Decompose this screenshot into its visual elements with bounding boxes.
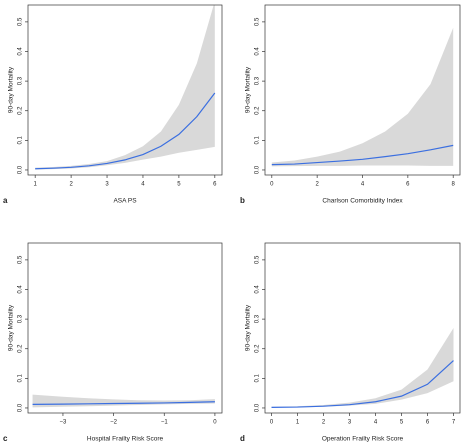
x-tick-label: 4 xyxy=(361,182,365,188)
x-tick-label: 6 xyxy=(406,182,410,188)
x-tick-label: 0 xyxy=(213,420,217,426)
confidence-band xyxy=(32,394,215,408)
y-tick-label: 0.2 xyxy=(18,106,24,115)
x-tick-label: 2 xyxy=(322,420,326,426)
line xyxy=(271,144,454,166)
x-tick-label: 5 xyxy=(400,420,404,426)
y-axis-label: 90-day Mortality xyxy=(8,66,15,113)
x-axis-label: Operation Frailty Risk Score xyxy=(322,436,404,443)
x-axis-label: ASA PS xyxy=(113,198,137,205)
y-tick-label: 0.2 xyxy=(255,344,261,353)
y-tick-label: 0.5 xyxy=(255,255,261,264)
y-tick-label: 0.4 xyxy=(255,47,261,56)
y-tick-label: 0.0 xyxy=(255,165,261,174)
y-axis-label: 90-day Mortality xyxy=(245,66,252,113)
panel-label: c xyxy=(3,434,8,443)
plot-area xyxy=(271,328,454,408)
x-tick-label: 0 xyxy=(270,182,274,188)
x-tick-label: 2 xyxy=(69,182,73,188)
y-tick-label: 0.1 xyxy=(18,136,24,145)
y-tick-label: 0.2 xyxy=(255,106,261,115)
y-tick-label: 0.4 xyxy=(18,47,24,56)
line xyxy=(271,360,454,408)
x-tick-label: 4 xyxy=(141,182,145,188)
plot-frame xyxy=(27,242,223,414)
y-tick-label: 0.5 xyxy=(18,17,24,26)
x-tick-label: 1 xyxy=(34,182,38,188)
confidence-band xyxy=(271,27,454,167)
plot-area xyxy=(271,27,454,167)
line xyxy=(35,92,216,170)
y-tick-label: 0.0 xyxy=(18,403,24,412)
y-axis-label: 90-day Mortality xyxy=(8,304,15,351)
x-tick-label: 3 xyxy=(348,420,352,426)
y-tick-label: 0.5 xyxy=(255,17,261,26)
x-tick-label: 8 xyxy=(452,182,456,188)
panel: 0 1 2 3 4 5 6 7 0.0 0.1 0.2 0.3 0.4 0.5 90-day Mortali… xyxy=(240,242,461,443)
y-tick-label: 0.5 xyxy=(18,255,24,264)
y-tick-label: 0.3 xyxy=(18,314,24,323)
confidence-band xyxy=(271,328,454,408)
x-tick-label: 6 xyxy=(426,420,430,426)
y-tick-label: 0.3 xyxy=(18,76,24,85)
y-tick-label: 0.0 xyxy=(255,403,261,412)
panel: −3 −2 −1 0 0.0 0.1 0.2 0.3 0.4 0.5 90-day Mortalit… xyxy=(3,242,223,443)
y-tick-label: 0.0 xyxy=(18,165,24,174)
y-tick-label: 0.4 xyxy=(255,285,261,294)
y-tick-label: 0.4 xyxy=(18,285,24,294)
x-tick-label: 2 xyxy=(315,182,319,188)
y-tick-label: 0.1 xyxy=(255,374,261,383)
x-tick-label: 6 xyxy=(213,182,217,188)
y-tick-label: 0.1 xyxy=(255,136,261,145)
x-tick-label: 4 xyxy=(374,420,378,426)
plot-area xyxy=(35,5,216,170)
panel-label: d xyxy=(240,434,245,443)
x-tick-label: 1 xyxy=(296,420,300,426)
line xyxy=(32,401,215,406)
confidence-band xyxy=(35,5,215,170)
panel: 0 2 4 6 8 0.0 0.1 0.2 0.3 0.4 0.5 90-day Mortality C… xyxy=(240,4,461,205)
panel-label: a xyxy=(3,196,8,205)
x-axis-label: Charlson Comorbidity Index xyxy=(322,198,403,205)
x-tick-label: 7 xyxy=(452,420,456,426)
x-tick-label: 0 xyxy=(270,420,274,426)
y-tick-label: 0.2 xyxy=(18,344,24,353)
x-tick-label: 3 xyxy=(105,182,109,188)
panel: 1 2 3 4 5 6 0.0 0.1 0.2 0.3 0.4 0.5 90-day Mortality… xyxy=(3,4,223,205)
x-tick-label: −2 xyxy=(110,420,118,426)
plot-frame xyxy=(264,242,461,414)
x-axis-label: Hospital Frailty Risk Score xyxy=(87,436,164,443)
y-axis-label: 90-day Mortality xyxy=(245,304,252,351)
y-tick-label: 0.3 xyxy=(255,314,261,323)
x-tick-label: −3 xyxy=(60,420,68,426)
x-tick-label: 5 xyxy=(177,182,181,188)
panel-label: b xyxy=(240,196,245,205)
plot-area xyxy=(32,394,215,408)
y-tick-label: 0.1 xyxy=(18,374,24,383)
y-tick-label: 0.3 xyxy=(255,76,261,85)
plot-frame xyxy=(27,4,223,176)
x-tick-label: −1 xyxy=(161,420,169,426)
